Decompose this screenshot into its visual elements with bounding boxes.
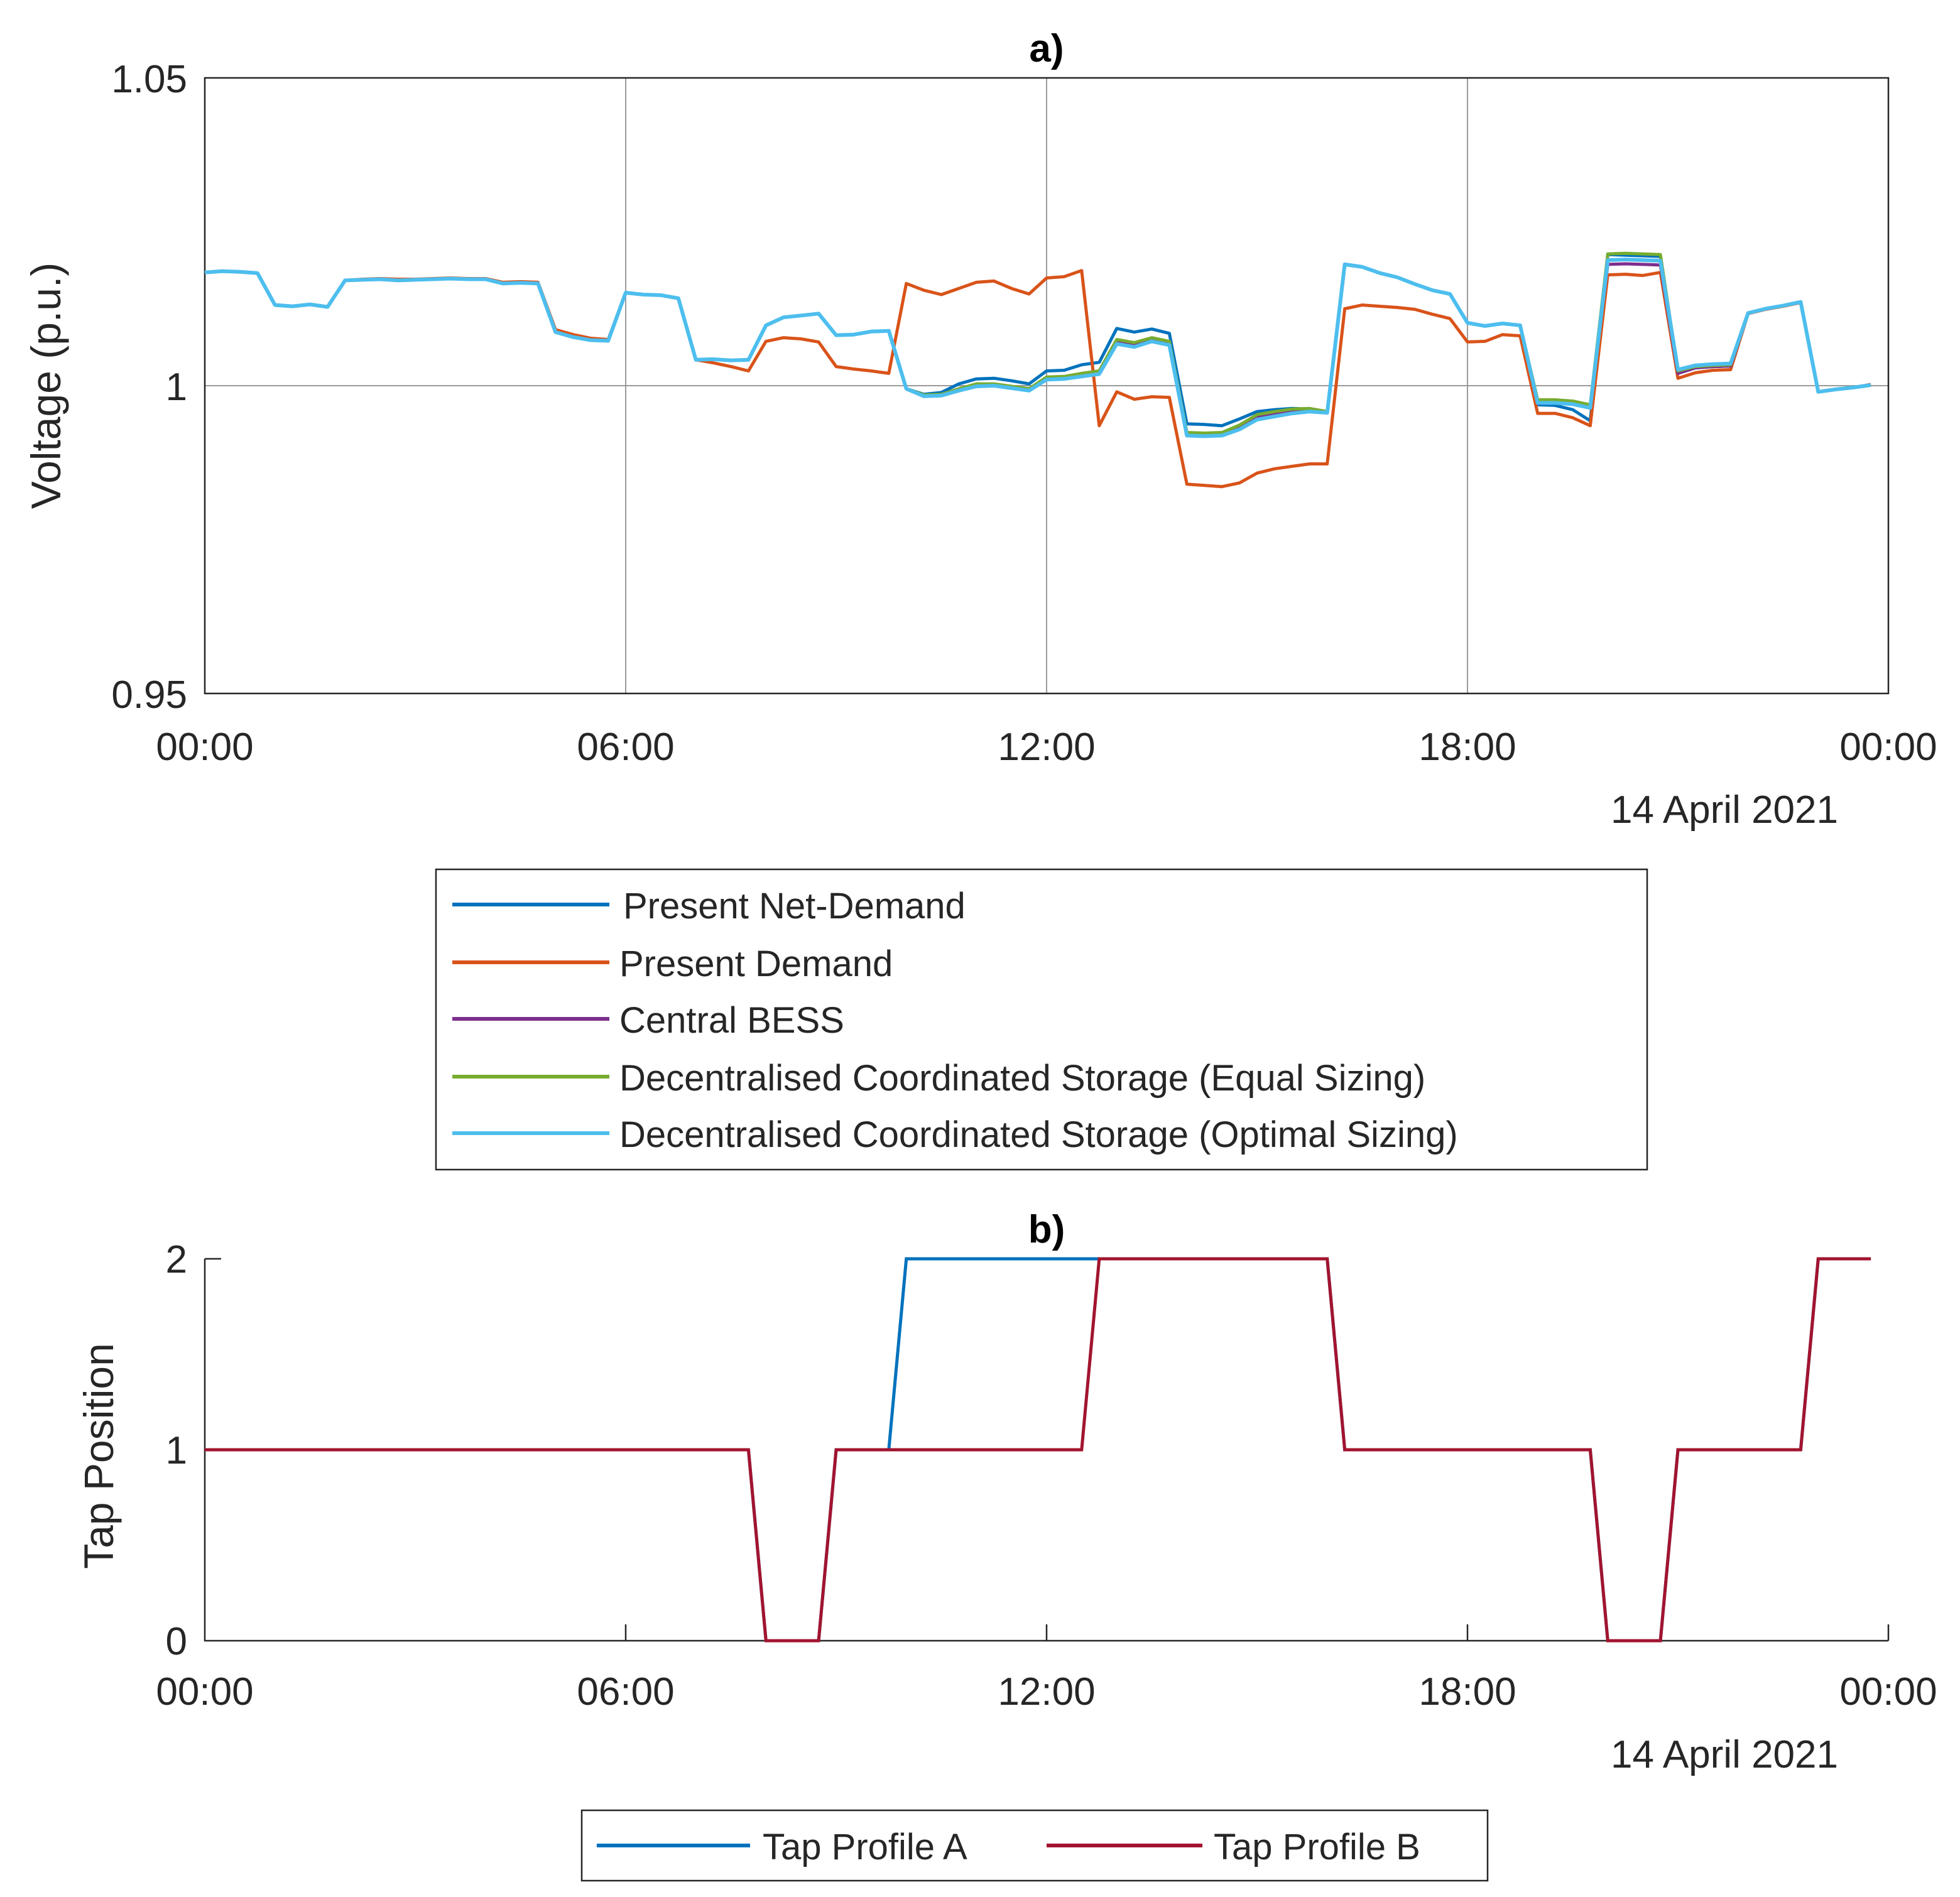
panel-b-y-axis-label: Tap Position xyxy=(75,1343,122,1569)
panel-b-date-label: 14 April 2021 xyxy=(1611,1733,1838,1776)
panel-a-y-ticks: 0.95 1 1.05 xyxy=(111,58,187,717)
panel-b-x-ticks: 00:00 06:00 12:00 18:00 00:00 xyxy=(156,1670,1937,1714)
panel-a-ytick-1: 1 xyxy=(166,366,187,409)
panel-a-legend: Present Net-Demand Present Demand Centra… xyxy=(435,868,1648,1171)
legend-label-tap-profile-b: Tap Profile B xyxy=(1214,1827,1420,1867)
panel-a-gridlines xyxy=(205,78,1888,693)
panel-b-xtick-2: 12:00 xyxy=(998,1670,1095,1714)
panel-b-xtick-4: 00:00 xyxy=(1839,1670,1937,1714)
legend-label-equal-sizing: Decentralised Coordinated Storage (Equal… xyxy=(619,1058,1425,1099)
panel-a-y-axis-label: Voltage (p.u.) xyxy=(23,263,69,509)
panel-b-xtick-3: 18:00 xyxy=(1418,1670,1516,1714)
panel-a-series-lines xyxy=(204,251,1871,489)
panel-a-axes-box xyxy=(204,77,1890,695)
panel-a-ytick-0: 0.95 xyxy=(111,673,187,717)
panel-a-xtick-4: 00:00 xyxy=(1839,726,1937,769)
panel-b: b) 0 1 2 00:00 06:00 12:00 18:00 00:00 1… xyxy=(75,1208,1937,1882)
panel-b-axes xyxy=(204,1259,1888,1642)
legend-label-central-bess: Central BESS xyxy=(619,1000,844,1041)
series-line-tap-profile-b xyxy=(205,1257,1871,1643)
panel-b-series-lines xyxy=(205,1257,1871,1643)
panel-a-xtick-3: 18:00 xyxy=(1418,726,1516,769)
panel-a-title: a) xyxy=(1029,27,1064,70)
panel-a-xtick-0: 00:00 xyxy=(156,726,253,769)
panel-a-date-label: 14 April 2021 xyxy=(1611,788,1838,832)
panel-b-y-ticks: 0 1 2 xyxy=(166,1238,187,1663)
legend-label-present-demand: Present Demand xyxy=(619,943,893,984)
panel-b-ytick-2: 2 xyxy=(166,1238,187,1281)
panel-a-x-ticks: 00:00 06:00 12:00 18:00 00:00 xyxy=(156,726,1937,769)
panel-b-title: b) xyxy=(1028,1208,1065,1251)
panel-b-xtick-0: 00:00 xyxy=(156,1670,253,1714)
panel-b-ytick-0: 0 xyxy=(166,1620,187,1663)
legend-label-present-net-demand: Present Net-Demand xyxy=(623,886,966,927)
panel-b-xtick-1: 06:00 xyxy=(577,1670,674,1714)
panel-b-y-tick-marks xyxy=(205,1258,221,1451)
panel-a-ytick-2: 1.05 xyxy=(111,58,187,101)
panel-a-xtick-1: 06:00 xyxy=(577,726,674,769)
legend-label-optimal-sizing: Decentralised Coordinated Storage (Optim… xyxy=(619,1114,1458,1155)
panel-a-legend-box xyxy=(435,868,1648,1171)
series-line-decentralised-coordinated-storage-optimal-sizing xyxy=(204,258,1871,438)
series-line-central-bess xyxy=(204,262,1871,437)
legend-label-tap-profile-a: Tap Profile A xyxy=(763,1827,967,1867)
panel-a: a) 0.95 1 1.05 00:00 06:00 12:00 18:00 0… xyxy=(23,27,1937,1171)
panel-a-xtick-2: 12:00 xyxy=(998,726,1095,769)
panel-b-ytick-1: 1 xyxy=(166,1429,187,1472)
panel-b-legend: Tap Profile A Tap Profile B xyxy=(580,1809,1489,1882)
panel-b-x-tick-marks xyxy=(624,1624,1890,1641)
